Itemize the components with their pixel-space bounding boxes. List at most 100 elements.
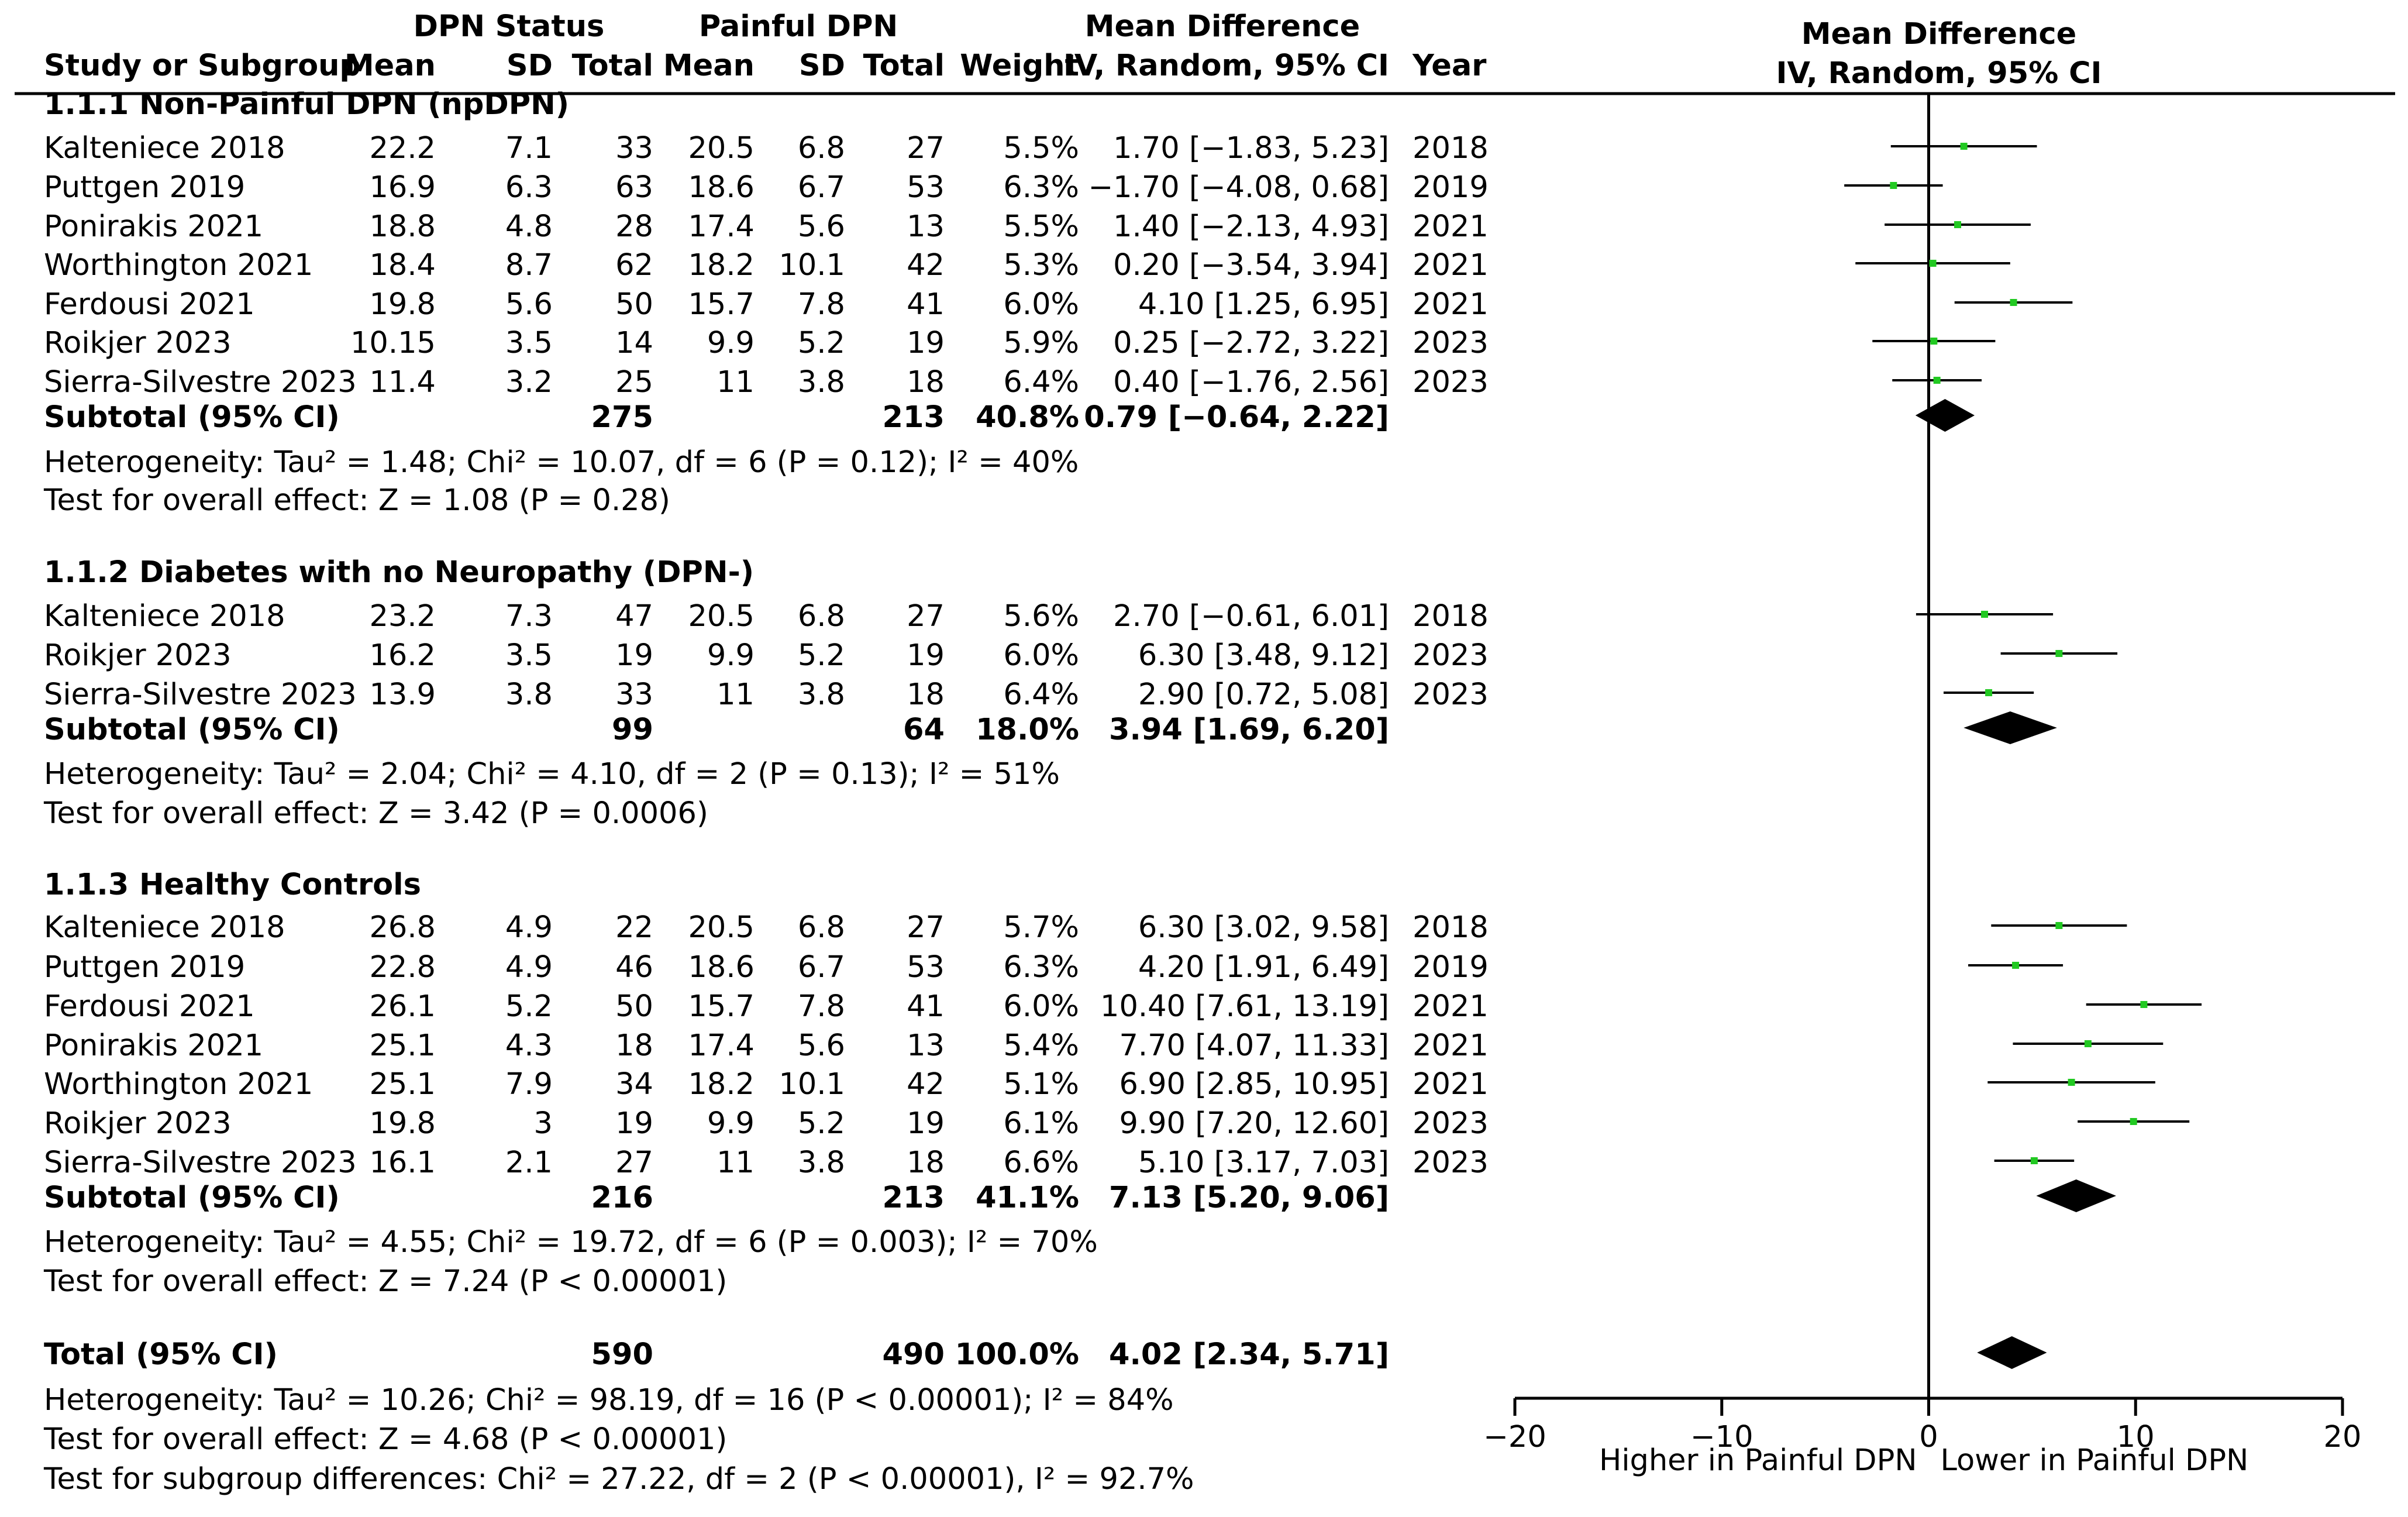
weight: 6.0%	[1003, 638, 1079, 673]
mean-diff-ci: 7.70 [4.07, 11.33]	[1119, 1028, 1389, 1063]
mean1: 11.4	[369, 365, 436, 400]
mean-diff-ci: 6.30 [3.48, 9.12]	[1138, 638, 1389, 673]
x-tick-label: −10	[1690, 1420, 1754, 1454]
sd1: 7.9	[505, 1067, 553, 1102]
year: 2018	[1413, 599, 1489, 634]
total-label: Total (95% CI)	[44, 1337, 278, 1372]
year: 2021	[1413, 1067, 1489, 1102]
sd2: 6.7	[797, 950, 845, 985]
overall-effect-text: Test for overall effect: Z = 1.08 (P = 0…	[44, 483, 670, 518]
sd1: 4.9	[505, 910, 553, 945]
year: 2019	[1413, 950, 1489, 985]
header-total2: Total	[863, 49, 945, 83]
study-point	[1960, 143, 1968, 150]
study-name: Roikjer 2023	[44, 1106, 232, 1141]
mean-diff-ci: 6.90 [2.85, 10.95]	[1119, 1067, 1389, 1102]
study-point	[1985, 689, 1993, 696]
plot-method: IV, Random, 95% CI	[1776, 56, 2102, 91]
mean-diff-ci: 2.90 [0.72, 5.08]	[1138, 677, 1389, 712]
x-tick-label: 20	[2324, 1420, 2362, 1454]
year: 2021	[1413, 989, 1489, 1024]
mean2: 9.9	[707, 1106, 755, 1141]
sd2: 7.8	[797, 989, 845, 1024]
overall-effect-text: Test for overall effect: Z = 7.24 (P < 0…	[44, 1264, 728, 1299]
mean2: 18.2	[688, 248, 755, 283]
mean-diff-ci: 6.30 [3.02, 9.58]	[1138, 910, 1389, 945]
total2: 41	[907, 287, 945, 322]
study-name: Puttgen 2019	[44, 170, 246, 205]
study-name: Ferdousi 2021	[44, 287, 255, 322]
header-mean1: Mean	[344, 49, 436, 83]
sd2: 5.6	[797, 1028, 845, 1063]
sd1: 4.8	[505, 209, 553, 244]
sd2: 7.8	[797, 287, 845, 322]
subtotal-total2: 64	[903, 713, 945, 747]
sd2: 3.8	[797, 1146, 845, 1180]
weight: 6.3%	[1003, 170, 1079, 205]
total2: 42	[907, 1067, 945, 1102]
mean-diff-ci: 1.70 [−1.83, 5.23]	[1113, 131, 1389, 166]
weight: 6.4%	[1003, 677, 1079, 712]
weight: 6.3%	[1003, 950, 1079, 985]
total2: 53	[907, 950, 945, 985]
subtotal-total2: 213	[882, 1181, 945, 1215]
total1: 33	[615, 677, 653, 712]
year: 2023	[1413, 677, 1489, 712]
year: 2021	[1413, 1028, 1489, 1063]
total-diamond	[1977, 1336, 2047, 1369]
mean1: 26.1	[369, 989, 436, 1024]
mean-diff-ci: 0.40 [−1.76, 2.56]	[1113, 365, 1389, 400]
subgroup-title: 1.1.2 Diabetes with no Neuropathy (DPN-)	[44, 555, 755, 590]
subtotal-diamond	[2036, 1179, 2116, 1212]
mean1: 16.9	[369, 170, 436, 205]
weight: 5.5%	[1003, 209, 1079, 244]
study-name: Roikjer 2023	[44, 638, 232, 673]
total-heterogeneity-text: Heterogeneity: Tau² = 10.26; Chi² = 98.1…	[44, 1383, 1174, 1418]
study-point	[1930, 338, 1938, 345]
study-point	[2068, 1079, 2075, 1086]
weight: 6.0%	[1003, 287, 1079, 322]
total2: 18	[907, 1146, 945, 1180]
heterogeneity-text: Heterogeneity: Tau² = 2.04; Chi² = 4.10,…	[44, 757, 1060, 792]
subtotal-total1: 99	[612, 713, 653, 747]
total1: 63	[615, 170, 653, 205]
header-weight: Weight	[960, 49, 1079, 83]
mean1: 25.1	[369, 1028, 436, 1063]
mean1: 18.8	[369, 209, 436, 244]
weight: 6.0%	[1003, 989, 1079, 1024]
total1: 25	[615, 365, 653, 400]
mean2: 11	[716, 677, 755, 712]
weight: 6.6%	[1003, 1146, 1079, 1180]
subtotal-diamond	[1915, 399, 1975, 432]
mean1: 13.9	[369, 677, 436, 712]
mean-diff-ci: 0.25 [−2.72, 3.22]	[1113, 326, 1389, 360]
total2: 19	[907, 638, 945, 673]
header-md-title: Mean Difference	[1084, 9, 1360, 44]
mean1: 16.1	[369, 1146, 436, 1180]
study-name: Roikjer 2023	[44, 326, 232, 360]
total2: 42	[907, 248, 945, 283]
weight: 5.3%	[1003, 248, 1079, 283]
weight: 5.1%	[1003, 1067, 1079, 1102]
mean-diff-ci: 10.40 [7.61, 13.19]	[1100, 989, 1389, 1024]
weight: 5.4%	[1003, 1028, 1079, 1063]
subtotal-weight: 18.0%	[976, 713, 1079, 747]
study-name: Worthington 2021	[44, 248, 314, 283]
total1: 22	[615, 910, 653, 945]
header-total1: Total	[571, 49, 653, 83]
weight: 5.7%	[1003, 910, 1079, 945]
sd2: 5.6	[797, 209, 845, 244]
total1: 46	[615, 950, 653, 985]
year: 2021	[1413, 287, 1489, 322]
year: 2021	[1413, 248, 1489, 283]
mean-diff-ci: 9.90 [7.20, 12.60]	[1119, 1106, 1389, 1141]
mean2: 18.6	[688, 950, 755, 985]
study-name: Ponirakis 2021	[44, 1028, 264, 1063]
year: 2023	[1413, 1106, 1489, 1141]
sd1: 4.9	[505, 950, 553, 985]
mean2: 17.4	[688, 1028, 755, 1063]
mean1: 19.8	[369, 1106, 436, 1141]
total1: 47	[615, 599, 653, 634]
total2: 27	[907, 131, 945, 166]
study-point	[2140, 1001, 2148, 1008]
